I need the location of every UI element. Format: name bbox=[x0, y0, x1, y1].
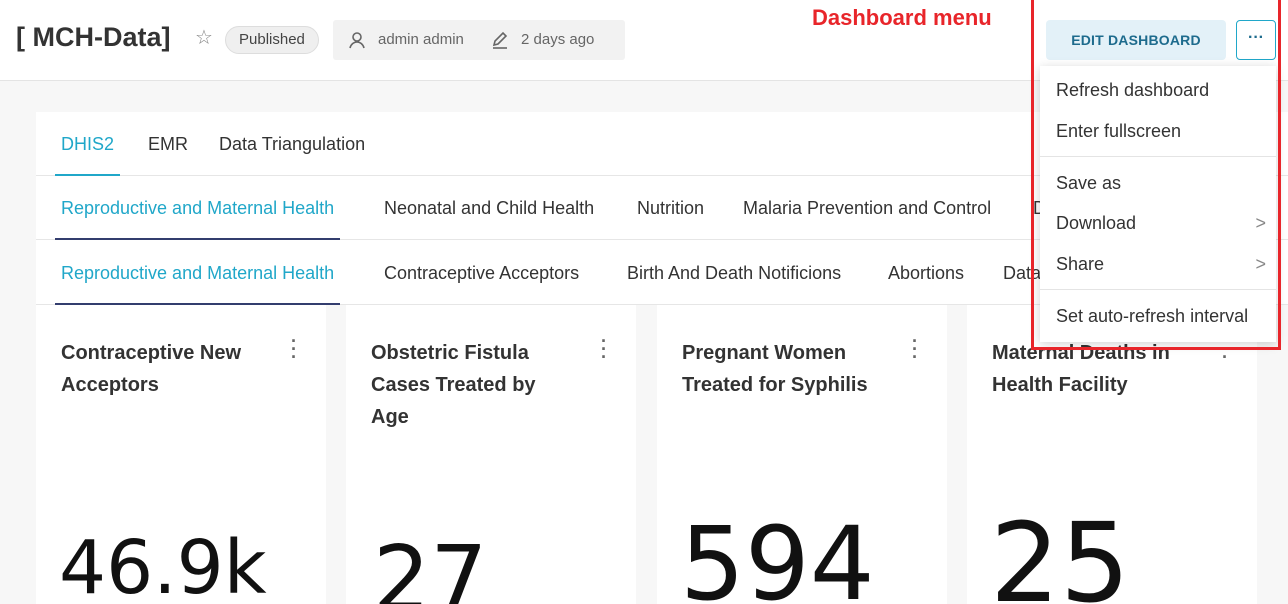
tab-contraceptive-acceptors[interactable]: Contraceptive Acceptors bbox=[384, 263, 580, 283]
menu-item-auto-refresh[interactable]: Set auto-refresh interval bbox=[1056, 306, 1249, 326]
menu-divider bbox=[1040, 156, 1276, 157]
tab-row-level1: DHIS2 EMR Data Triangulation bbox=[36, 112, 1288, 176]
big-number-card[interactable]: Maternal Deaths in Health Facility ··· 2… bbox=[967, 305, 1257, 604]
big-number-card[interactable]: Contraceptive New Acceptors · · · 46.9k bbox=[36, 305, 326, 604]
annotation-label: Dashboard menu bbox=[812, 5, 992, 30]
chart-grid: Contraceptive New Acceptors · · · 46.9k Ob… bbox=[36, 305, 1288, 604]
tab-emr[interactable]: EMR bbox=[148, 134, 188, 154]
card-value: 46.9k bbox=[59, 525, 267, 604]
menu-divider bbox=[1040, 289, 1276, 290]
dashboard-title: [ MCH-Data] bbox=[16, 22, 171, 52]
tab-nutrition[interactable]: Nutrition bbox=[637, 198, 705, 218]
tab-malaria-prevention[interactable]: Malaria Prevention and Control bbox=[743, 198, 992, 218]
menu-item-share[interactable]: Share bbox=[1056, 254, 1266, 275]
menu-item-download-label: Download bbox=[1056, 213, 1137, 233]
user-icon bbox=[349, 32, 365, 49]
tab-row-level2: Reproductive and Maternal Health Neonata… bbox=[36, 176, 1288, 240]
modified-time: 2 days ago bbox=[521, 31, 595, 48]
chevron-right-icon: > bbox=[1255, 254, 1266, 274]
menu-item-share-label: Share bbox=[1056, 254, 1105, 274]
card-title: Contraceptive New Acceptors bbox=[61, 342, 242, 396]
kebab-icon[interactable]: ··· bbox=[291, 331, 297, 367]
menu-item-fullscreen[interactable]: Enter fullscreen bbox=[1056, 121, 1182, 141]
dashboard-menu-dropdown: Refresh dashboard Enter fullscreen Save … bbox=[1040, 66, 1276, 342]
menu-item-save-as[interactable]: Save as bbox=[1056, 173, 1122, 193]
dashboard-menu-button[interactable]: ··· bbox=[1236, 20, 1276, 60]
card-value: 594 bbox=[680, 505, 875, 604]
tab-reproductive-maternal-health-sub[interactable]: Reproductive and Maternal Health bbox=[54, 241, 341, 305]
tab-neonatal-child-health[interactable]: Neonatal and Child Health bbox=[384, 198, 595, 218]
menu-item-download[interactable]: Download bbox=[1056, 213, 1266, 234]
tab-data-triangulation[interactable]: Data Triangulation bbox=[219, 134, 366, 154]
kebab-icon[interactable]: ··· bbox=[601, 331, 607, 367]
big-number-card[interactable]: Obstetric Fistula Cases Treated by Age ·… bbox=[346, 305, 636, 604]
tab-birth-death-notifications[interactable]: Birth And Death Notificions bbox=[627, 263, 842, 283]
tab-dhis2[interactable]: DHIS2 bbox=[54, 112, 121, 176]
tab-row-level3: Reproductive and Maternal Health Contrac… bbox=[36, 241, 1288, 305]
pencil-icon bbox=[492, 31, 508, 49]
status-badge[interactable]: Published bbox=[225, 26, 319, 54]
chevron-right-icon: > bbox=[1255, 213, 1266, 233]
menu-item-refresh[interactable]: Refresh dashboard bbox=[1056, 80, 1210, 100]
tab-abortions[interactable]: Abortions bbox=[888, 263, 965, 283]
edit-dashboard-button[interactable]: EDIT DASHBOARD bbox=[1046, 20, 1226, 60]
card-title: Pregnant Women Treated for Syphilis bbox=[682, 342, 868, 396]
owner-name: admin admin bbox=[378, 31, 464, 48]
card-value: 27 bbox=[373, 527, 488, 604]
dashboard-menu-highlight bbox=[1031, 0, 1281, 350]
tab-reproductive-maternal-health[interactable]: Reproductive and Maternal Health bbox=[54, 176, 341, 240]
big-number-card[interactable]: Pregnant Women Treated for Syphilis · · · … bbox=[657, 305, 947, 604]
kebab-icon[interactable]: ··· bbox=[912, 331, 918, 367]
card-value: 25 bbox=[990, 499, 1130, 604]
card-title: Obstetric Fistula Cases Treated by Age bbox=[371, 342, 536, 428]
star-icon[interactable]: ☆ bbox=[195, 27, 213, 49]
dashboard-metadata: admin admin 2 days ago bbox=[333, 20, 625, 60]
dashboard-header: [ MCH-Data] ☆ Published admin admin 2 da… bbox=[0, 0, 1288, 81]
